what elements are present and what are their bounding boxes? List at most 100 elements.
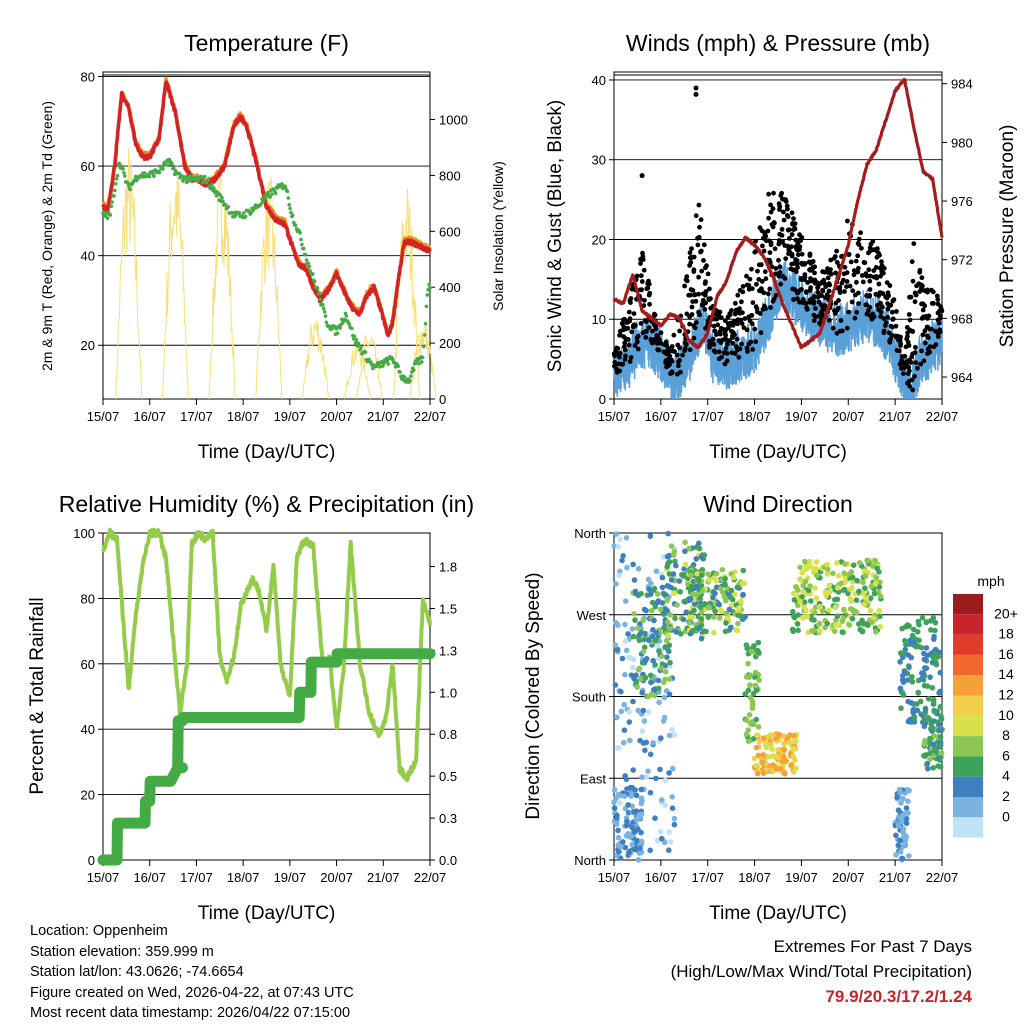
gust-point [657,337,662,343]
direction-point [642,674,649,681]
direction-point [809,628,815,634]
y2-tick-label: 1.8 [439,560,457,575]
dewpoint-point [289,210,293,215]
gust-point [854,279,859,285]
y2-tick-label: 0 [439,392,446,407]
direction-point [824,571,831,577]
direction-point [630,664,636,671]
gust-point [634,273,640,279]
direction-point [670,571,677,577]
direction-point [622,671,628,678]
direction-point [877,579,883,586]
direction-point [937,704,944,710]
direction-point [812,585,818,591]
x-tick-label: 18/07 [227,870,260,885]
direction-point [669,727,675,733]
temp-2m-line [101,80,432,338]
y-tick-label: 40 [81,249,95,264]
gust-point [645,285,651,291]
direction-point [900,692,907,698]
direction-point [762,741,769,748]
dewpoint-point [287,203,292,207]
gust-point [714,332,719,337]
direction-point [825,566,831,573]
gust-point [906,312,912,317]
gust-point [721,350,727,356]
direction-point [654,599,661,606]
dewpoint-point [270,192,274,196]
dewpoint-point [102,210,106,215]
gust-outlier [639,173,645,179]
gust-point [780,196,785,202]
gust-point [723,332,728,338]
direction-point [718,608,725,615]
direction-point [699,588,706,595]
gust-point [899,354,905,359]
direction-point [720,589,726,596]
gust-point [621,334,627,340]
dewpoint-point [143,171,147,175]
direction-point [749,648,755,655]
direction-point [911,639,917,646]
direction-point [688,583,695,590]
gust-point [622,357,628,362]
direction-point [614,714,620,721]
direction-point [922,665,929,672]
direction-point [666,732,673,739]
gust-point [625,337,631,342]
dewpoint-point [212,186,216,190]
gust-point [755,268,760,274]
dewpoint-point [338,326,342,330]
gust-point [614,366,619,372]
direction-point [903,805,910,811]
direction-point [653,629,660,636]
gust-point [622,340,628,346]
direction-point [831,628,838,634]
legend-swatch [953,675,983,696]
direction-point [753,716,760,723]
direction-point [860,579,866,586]
direction-point [849,615,856,622]
gust-point [851,272,857,278]
direction-point [865,558,871,564]
direction-point [662,777,669,784]
gust-point [631,322,637,328]
gust-point [798,277,804,282]
gust-point [911,241,917,247]
wind-y-label: Sonic Wind & Gust (Blue, Black) [545,100,566,372]
direction-point [723,620,729,626]
direction-point [645,637,652,643]
direction-point [832,604,839,611]
gust-point [687,321,692,327]
direction-point [657,766,663,773]
gust-point [757,288,762,294]
direction-tick-label: East [580,771,606,786]
x-axis-label: Time (Day/UTC) [709,442,847,463]
gust-point [804,307,810,312]
direction-point [874,565,880,572]
gust-point [903,344,909,350]
legend-label: 8 [1002,727,1010,743]
gust-point [815,294,821,300]
direction-point [745,738,752,744]
direction-point [927,618,934,624]
gust-point [623,353,628,359]
gust-point [815,285,820,291]
direction-point [835,585,841,591]
gust-point [888,323,894,329]
direction-point [933,749,940,755]
direction-point [745,687,752,694]
direction-point [615,544,622,550]
direction-point [710,594,716,601]
y2-tick-label: 1.0 [439,685,457,700]
dewpoint-point [306,261,311,266]
direction-point [738,598,744,605]
x-tick-label: 21/07 [367,409,400,424]
direction-point [697,595,703,601]
direction-point [930,696,937,703]
x-tick-label: 21/07 [879,409,912,424]
gust-point [628,296,634,301]
gust-point [937,308,942,314]
legend-label: 18 [998,626,1014,642]
